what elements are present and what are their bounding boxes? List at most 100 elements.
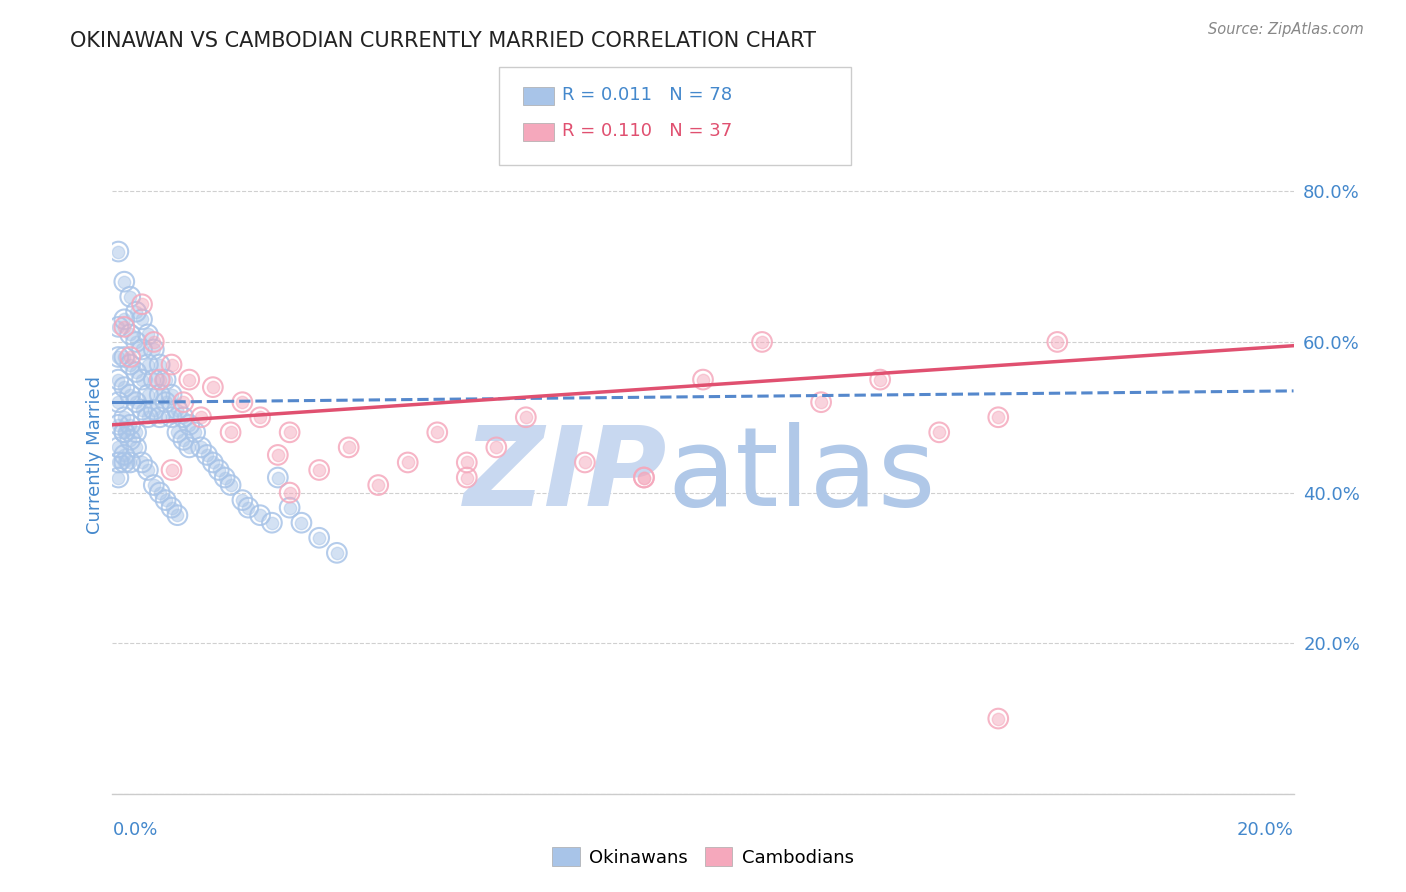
Point	[112, 312, 135, 326]
Point	[131, 455, 153, 469]
Point	[142, 402, 165, 417]
Point	[107, 373, 129, 387]
Point	[278, 500, 301, 515]
Point	[201, 455, 224, 469]
Point	[928, 425, 950, 440]
Point	[260, 516, 283, 530]
Point	[485, 441, 508, 455]
Point	[184, 425, 207, 440]
Point	[278, 425, 301, 440]
Point	[131, 343, 153, 357]
Point	[142, 373, 165, 387]
Point	[987, 712, 1010, 726]
Point	[107, 417, 129, 432]
Point	[112, 319, 135, 334]
Point	[574, 455, 596, 469]
Point	[190, 410, 212, 425]
Text: R = 0.110   N = 37: R = 0.110 N = 37	[562, 122, 733, 140]
Point	[1046, 334, 1069, 349]
Point	[326, 546, 349, 560]
Point	[172, 395, 194, 409]
Point	[160, 463, 183, 477]
Point	[208, 463, 231, 477]
Point	[107, 350, 129, 364]
Point	[308, 531, 330, 545]
Point	[179, 417, 201, 432]
Point	[426, 425, 449, 440]
Point	[485, 441, 508, 455]
Point	[278, 500, 301, 515]
Point	[249, 508, 271, 523]
Point	[179, 441, 201, 455]
Point	[166, 508, 188, 523]
Point	[208, 463, 231, 477]
Point	[120, 387, 142, 401]
Point	[120, 455, 142, 469]
Point	[172, 395, 194, 409]
Point	[112, 410, 135, 425]
Text: 20.0%: 20.0%	[1237, 821, 1294, 838]
Point	[214, 470, 236, 484]
Point	[190, 441, 212, 455]
Point	[267, 470, 290, 484]
Point	[120, 455, 142, 469]
Point	[166, 425, 188, 440]
Point	[131, 373, 153, 387]
Point	[633, 470, 655, 484]
Point	[112, 455, 135, 469]
Point	[396, 455, 419, 469]
Point	[142, 478, 165, 492]
Point	[201, 380, 224, 394]
Point	[278, 485, 301, 500]
Point	[810, 395, 832, 409]
Point	[142, 334, 165, 349]
Point	[112, 312, 135, 326]
Point	[214, 470, 236, 484]
Point	[219, 478, 242, 492]
Point	[308, 463, 330, 477]
Point	[112, 425, 135, 440]
Point	[987, 712, 1010, 726]
Point	[107, 395, 129, 409]
Point	[125, 395, 148, 409]
Point	[160, 500, 183, 515]
Point	[515, 410, 537, 425]
Point	[136, 358, 159, 372]
Point	[633, 470, 655, 484]
Point	[120, 327, 142, 342]
Point	[249, 410, 271, 425]
Point	[149, 387, 172, 401]
Point	[107, 395, 129, 409]
Point	[751, 334, 773, 349]
Point	[112, 319, 135, 334]
Point	[201, 455, 224, 469]
Point	[112, 380, 135, 394]
Point	[107, 455, 129, 469]
Point	[456, 455, 478, 469]
Point	[112, 425, 135, 440]
Point	[136, 463, 159, 477]
Point	[195, 448, 218, 462]
Point	[131, 402, 153, 417]
Point	[160, 410, 183, 425]
Point	[231, 493, 253, 508]
Point	[125, 425, 148, 440]
Point	[120, 350, 142, 364]
Point	[179, 417, 201, 432]
Point	[160, 500, 183, 515]
Point	[131, 297, 153, 311]
Point	[142, 402, 165, 417]
Point	[112, 448, 135, 462]
Point	[184, 425, 207, 440]
Point	[160, 410, 183, 425]
Point	[120, 358, 142, 372]
Point	[751, 334, 773, 349]
Point	[149, 358, 172, 372]
Point	[160, 358, 183, 372]
Point	[107, 319, 129, 334]
Point	[692, 373, 714, 387]
Point	[456, 470, 478, 484]
Point	[219, 425, 242, 440]
Point	[810, 395, 832, 409]
Point	[166, 402, 188, 417]
